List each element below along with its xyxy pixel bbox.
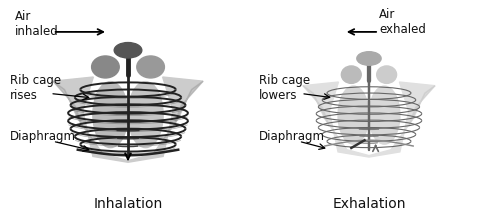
Text: Air
inhaled: Air inhaled bbox=[15, 10, 59, 38]
Ellipse shape bbox=[376, 66, 396, 83]
Text: Diaphragm: Diaphragm bbox=[10, 130, 76, 143]
Text: Diaphragm: Diaphragm bbox=[258, 130, 324, 143]
Ellipse shape bbox=[93, 82, 128, 148]
Ellipse shape bbox=[114, 42, 142, 58]
Ellipse shape bbox=[128, 82, 163, 148]
Polygon shape bbox=[302, 82, 434, 157]
Ellipse shape bbox=[92, 56, 119, 78]
Polygon shape bbox=[302, 86, 329, 126]
Ellipse shape bbox=[337, 86, 368, 144]
Polygon shape bbox=[53, 77, 203, 162]
Polygon shape bbox=[173, 81, 203, 127]
Ellipse shape bbox=[136, 56, 164, 78]
Polygon shape bbox=[408, 86, 434, 126]
Ellipse shape bbox=[356, 52, 380, 65]
Text: Rib cage
rises: Rib cage rises bbox=[10, 74, 61, 102]
Text: Rib cage
lowers: Rib cage lowers bbox=[258, 74, 309, 102]
Polygon shape bbox=[53, 81, 83, 127]
Ellipse shape bbox=[341, 66, 361, 83]
Text: Air
exhaled: Air exhaled bbox=[378, 8, 425, 36]
Text: Exhalation: Exhalation bbox=[332, 197, 405, 211]
Ellipse shape bbox=[368, 86, 399, 144]
Text: Inhalation: Inhalation bbox=[93, 197, 162, 211]
